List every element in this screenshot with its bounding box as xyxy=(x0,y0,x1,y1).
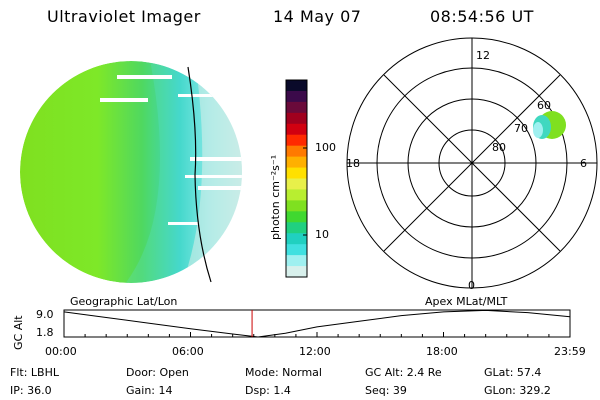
info-seq: Seq: 39 xyxy=(365,384,407,397)
info-filter: Flt: LBHL xyxy=(10,366,59,379)
info-ip: IP: 36.0 xyxy=(10,384,52,397)
mlt-label-18: 18 xyxy=(346,157,360,170)
info-gc-alt: GC Alt: 2.4 Re xyxy=(365,366,442,379)
colorbar-tick-10: 10 xyxy=(315,228,329,241)
timeline-x-tick-1: 06:00 xyxy=(172,345,204,358)
date-label: 14 May 07 xyxy=(273,7,362,26)
polar-diagonal-2 xyxy=(383,74,561,252)
colorbar-segment xyxy=(286,80,307,92)
colorbar-frame xyxy=(285,79,308,278)
timeline-x-tick-2: 12:00 xyxy=(299,345,331,358)
timeline-right-title: Apex MLat/MLT xyxy=(425,295,508,308)
colorbar-segment xyxy=(286,167,307,180)
timeline-x-tick-4: 23:59 xyxy=(554,345,586,358)
colorbar-segment xyxy=(286,112,307,125)
colorbar-segment xyxy=(286,101,307,114)
earth-disk xyxy=(20,61,242,283)
lat-label-70: 70 xyxy=(514,122,528,135)
colorbar-segment xyxy=(286,156,307,169)
colorbar-segment xyxy=(286,244,307,256)
lat-label-80: 80 xyxy=(492,141,506,154)
colorbar-segment xyxy=(286,266,307,278)
info-door: Door: Open xyxy=(126,366,189,379)
colorbar-tick-100: 100 xyxy=(315,141,336,154)
altitude-line xyxy=(63,309,571,338)
info-gain: Gain: 14 xyxy=(126,384,173,397)
mlt-label-0: 0 xyxy=(468,279,475,292)
timeline-y-tick-top: 9.0 xyxy=(36,308,54,321)
colorbar-segment xyxy=(286,189,307,201)
colorbar-segment xyxy=(286,123,307,136)
colorbar-segment xyxy=(286,134,307,147)
info-glon: GLon: 329.2 xyxy=(484,384,551,397)
mlt-label-12: 12 xyxy=(476,49,490,62)
timeline-x-tick-0: 00:00 xyxy=(45,345,77,358)
timeline-y-tick-bottom: 1.8 xyxy=(36,326,54,339)
time-label: 08:54:56 UT xyxy=(430,7,534,26)
info-dsp: Dsp: 1.4 xyxy=(245,384,291,397)
colorbar-segment xyxy=(286,233,307,245)
colorbar-segment xyxy=(286,90,307,103)
timeline-x-tick-3: 18:00 xyxy=(426,345,458,358)
terminator-line xyxy=(187,66,212,283)
info-glat: GLat: 57.4 xyxy=(484,366,542,379)
colorbar-segment xyxy=(286,255,307,267)
mlt-label-6: 6 xyxy=(580,157,587,170)
colorbar-segment xyxy=(286,145,307,158)
colorbar-segment xyxy=(286,211,307,223)
lat-label-60: 60 xyxy=(537,99,551,112)
auroral-patch xyxy=(533,111,566,139)
colorbar-segment xyxy=(286,222,307,234)
timeline-left-title: Geographic Lat/Lon xyxy=(70,295,178,308)
colorbar-segment xyxy=(286,200,307,212)
colorbar-segment xyxy=(286,178,307,191)
info-mode: Mode: Normal xyxy=(245,366,322,379)
instrument-title: Ultraviolet Imager xyxy=(47,7,201,26)
